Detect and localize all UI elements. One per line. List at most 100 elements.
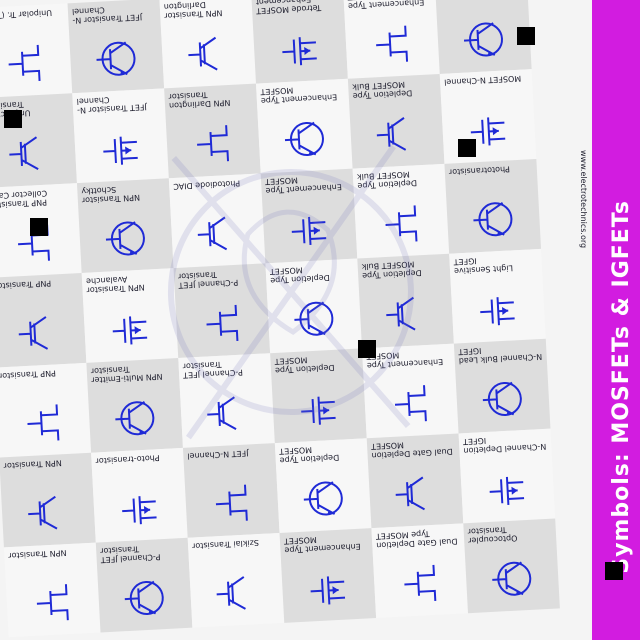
transistor-symbol-icon — [36, 584, 69, 621]
symbol-label: N-Channel Depletion IGFET — [462, 436, 547, 456]
symbol-label: PNP Transistor Collector Case — [0, 188, 48, 210]
symbol-label: NPN Darlington Transistor — [168, 90, 231, 111]
transistor-symbol-icon — [310, 576, 346, 605]
symbol-label: Enhancement Type MOSFET — [366, 350, 444, 371]
symbol-cell: Tetrode MOSFET Enhancement — [251, 0, 348, 84]
transistor-symbol-icon — [197, 125, 230, 162]
symbol-cell: NPN Transistor — [0, 452, 96, 548]
symbol-cell: NPN Transistor — [3, 542, 101, 638]
transistor-symbol-icon — [27, 404, 60, 441]
symbol-label: P-Channel JFET Transistor — [177, 269, 239, 290]
redaction-square — [517, 27, 535, 45]
redaction-square — [458, 139, 476, 157]
transistor-symbol-icon — [386, 296, 416, 331]
transistor-symbol-icon — [376, 25, 409, 62]
symbol-label: NPN Transistor Darlington — [163, 0, 223, 21]
transistor-symbol-icon — [395, 476, 425, 511]
symbol-cell: Dual Gate Depletion Type MOSFET — [371, 523, 469, 619]
symbol-label: Sziklai Transistor — [191, 538, 260, 551]
transistor-symbol-icon — [28, 495, 58, 530]
symbol-cell: Enhancement Type MOSFET — [279, 528, 377, 623]
symbol-cell: P-Channel JFET Transistor — [95, 537, 193, 633]
symbol-cell: Enhancement Type MOSFET — [260, 168, 358, 264]
transistor-symbol-icon — [18, 316, 49, 350]
symbol-label: JFET N-Channel — [187, 448, 249, 461]
symbol-cell: NPN Darlington Transistor — [164, 83, 261, 179]
transistor-symbol-icon — [376, 117, 407, 151]
symbol-cell: NPN Transistor Darlington — [159, 0, 256, 89]
symbol-cell: MOSFET N-Channel — [439, 69, 537, 164]
symbol-cell: Phototransistor — [444, 159, 542, 254]
symbol-label: Depletion Type MOSFET Bulk — [361, 259, 422, 281]
transistor-symbol-icon — [291, 216, 327, 245]
symbol-cell: NPN Transistor Schottky — [76, 178, 174, 273]
symbol-label: NPN Transistor — [8, 548, 67, 561]
symbol-label: PNP Transistor — [0, 278, 52, 291]
symbol-label: Light Sensitive IGFET — [453, 256, 514, 276]
transistor-symbol-icon — [473, 202, 513, 237]
transistor-symbol-icon — [216, 576, 246, 610]
symbol-label: Photodiode DIAC — [173, 178, 241, 192]
sheet-title: Symbols: MOSFETs & IGFETs — [609, 200, 634, 574]
symbol-cell: P-Channel JFET Transistor — [178, 353, 275, 448]
symbol-label: P-Channel JFET Transistor — [182, 359, 244, 380]
symbol-cell: Light Sensitive IGFET — [449, 248, 546, 344]
symbol-cell: JFET N-Channel — [182, 443, 280, 538]
symbol-cell: JFET Transistor N-Channel — [67, 0, 165, 94]
transistor-symbol-icon — [294, 301, 334, 336]
symbol-cell: Unipolar Tr. (Type) — [0, 3, 73, 99]
symbol-label: JFET Transistor N-Channel — [76, 95, 148, 115]
symbol-cell: Depletion Type MOSFET — [270, 348, 367, 444]
symbol-cell: Depletion Type MOSFET Bulk — [347, 73, 445, 169]
redaction-square — [358, 340, 376, 358]
symbol-cell: PNP Transistor Collector Case — [0, 183, 82, 278]
symbol-cell: Sziklai Transistor — [187, 532, 285, 628]
transistor-symbol-icon — [115, 401, 155, 436]
transistor-symbol-icon — [394, 385, 427, 422]
transistor-symbol-icon — [188, 36, 218, 71]
symbol-cell: Enhancement Type MOSFET — [362, 343, 459, 439]
transistor-symbol-icon — [18, 224, 50, 261]
transistor-symbol-icon — [301, 396, 336, 425]
symbol-label: NPN Multi-Emitter Transistor — [90, 364, 163, 385]
symbol-cell: Optocoupler Transistor — [463, 518, 560, 614]
symbol-label: Enhancement Type MOSFET — [283, 535, 361, 555]
symbol-cell: Enhancement Type MOSFET — [343, 0, 440, 79]
transistor-symbol-icon — [96, 41, 136, 76]
transistor-symbol-icon — [112, 316, 148, 345]
transistor-symbol-icon — [124, 580, 164, 615]
redaction-square — [605, 562, 623, 580]
symbol-cell: Depletion Type MOSFET Bulk — [352, 163, 450, 259]
transistor-symbol-icon — [492, 561, 532, 596]
transistor-symbol-icon — [206, 304, 239, 341]
transistor-symbol-icon — [103, 136, 138, 165]
transistor-symbol-icon — [215, 484, 248, 521]
symbol-cell: Dual Gate Depletion MOSFET — [366, 433, 464, 529]
symbol-label: P-Channel JFET Transistor — [100, 544, 161, 565]
transistor-symbol-icon — [489, 476, 525, 505]
symbol-cell: Depletion Type MOSFET Bulk — [357, 253, 454, 349]
transistor-symbol-icon — [207, 396, 237, 430]
symbol-cell: Photo-transistor — [91, 447, 188, 543]
redaction-square — [30, 218, 48, 236]
symbol-cell: Photodiode DIAC — [168, 173, 266, 269]
symbol-cell: P-Channel JFET Transistor — [173, 263, 271, 359]
symbol-label: Photo-transistor — [95, 453, 160, 466]
transistor-symbol-icon — [470, 117, 506, 146]
symbol-label: PNP Transistor — [0, 368, 57, 381]
transistor-symbol-icon — [197, 216, 228, 251]
title-band: Symbols: MOSFETs & IGFETs — [592, 0, 640, 640]
symbol-cell: N-Channel Depletion IGFET — [458, 428, 556, 524]
symbol-cell: N-Channel Bulk Lead IGFET — [453, 338, 551, 434]
symbol-label: JFET Transistor N-Channel — [71, 5, 143, 26]
symbol-label: Depletion Type MOSFET Bulk — [352, 79, 413, 101]
symbol-label: NPN Transistor Avalanche — [85, 274, 145, 295]
symbol-label: Depletion Type MOSFET — [274, 355, 335, 375]
symbol-label: Dual Gate Depletion MOSFET — [370, 440, 453, 461]
symbol-label: Enhancement Type MOSFET — [264, 175, 343, 196]
symbol-cell: Depletion Type MOSFET — [274, 438, 372, 533]
symbol-label: NPN Transistor Schottky — [81, 185, 141, 205]
symbol-cell: N-Channel MOSFET — [435, 0, 532, 74]
transistor-symbol-icon — [482, 381, 522, 416]
